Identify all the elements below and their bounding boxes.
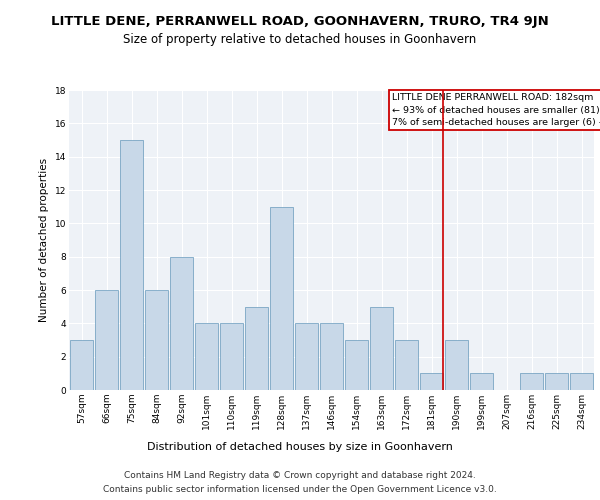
Bar bbox=[220, 324, 243, 390]
Bar bbox=[520, 374, 543, 390]
Bar bbox=[195, 324, 218, 390]
Text: LITTLE DENE PERRANWELL ROAD: 182sqm
← 93% of detached houses are smaller (81)
7%: LITTLE DENE PERRANWELL ROAD: 182sqm ← 93… bbox=[392, 93, 600, 127]
Bar bbox=[445, 340, 468, 390]
Bar bbox=[545, 374, 568, 390]
Bar bbox=[395, 340, 418, 390]
Bar bbox=[70, 340, 93, 390]
Text: LITTLE DENE, PERRANWELL ROAD, GOONHAVERN, TRURO, TR4 9JN: LITTLE DENE, PERRANWELL ROAD, GOONHAVERN… bbox=[51, 15, 549, 28]
Bar bbox=[145, 290, 168, 390]
Bar bbox=[320, 324, 343, 390]
Text: Size of property relative to detached houses in Goonhavern: Size of property relative to detached ho… bbox=[124, 32, 476, 46]
Bar bbox=[95, 290, 118, 390]
Bar bbox=[170, 256, 193, 390]
Y-axis label: Number of detached properties: Number of detached properties bbox=[39, 158, 49, 322]
Text: Distribution of detached houses by size in Goonhavern: Distribution of detached houses by size … bbox=[147, 442, 453, 452]
Bar bbox=[420, 374, 443, 390]
Bar bbox=[270, 206, 293, 390]
Bar bbox=[345, 340, 368, 390]
Bar bbox=[120, 140, 143, 390]
Bar bbox=[470, 374, 493, 390]
Bar bbox=[295, 324, 318, 390]
Bar bbox=[570, 374, 593, 390]
Text: Contains HM Land Registry data © Crown copyright and database right 2024.: Contains HM Land Registry data © Crown c… bbox=[124, 472, 476, 480]
Bar bbox=[370, 306, 393, 390]
Bar bbox=[245, 306, 268, 390]
Text: Contains public sector information licensed under the Open Government Licence v3: Contains public sector information licen… bbox=[103, 484, 497, 494]
